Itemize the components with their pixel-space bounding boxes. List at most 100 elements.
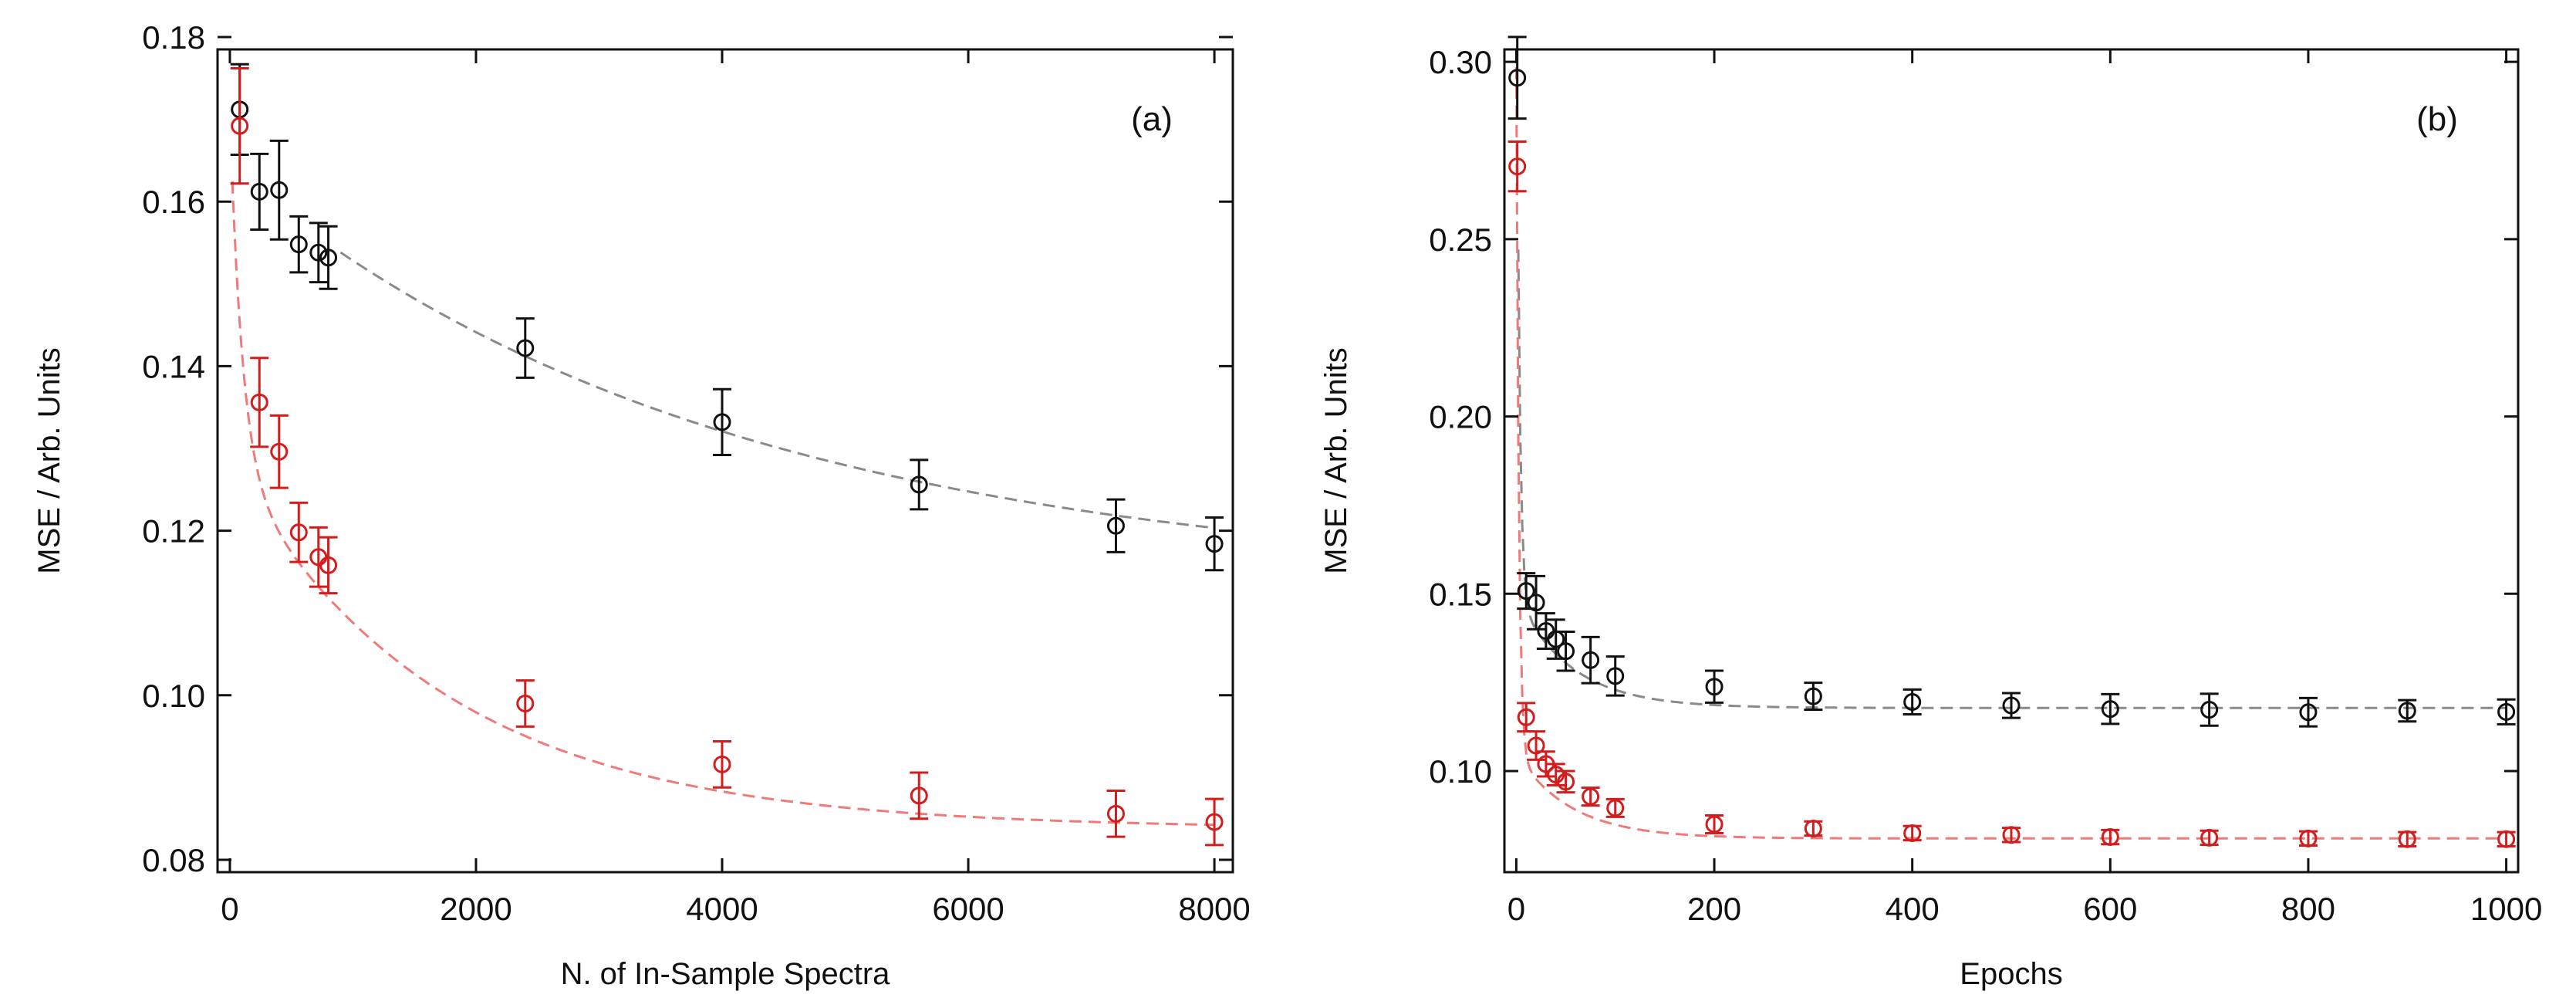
panel-b-y-tick-label: 0.15 [1429,576,1492,612]
data-marker [2398,830,2416,848]
data-marker [1517,708,1535,726]
data-marker [516,694,535,712]
data-marker [1582,787,1600,806]
panel-a-point-red [1205,797,1224,847]
panel-a-x-tick-label: 8000 [1178,891,1250,927]
panel-b-point-black [2200,692,2219,727]
data-marker [270,442,289,461]
panel-b-point-red [1581,786,1600,807]
data-marker [1557,773,1575,791]
panel-a-point-black [515,317,535,379]
data-marker [2101,828,2119,847]
panel-b-point-red [1804,819,1823,837]
panel-a-fit-lines [231,181,1215,827]
panel-b-point-black [2101,692,2120,726]
panel-b-point-red [1902,824,1922,842]
data-marker [250,393,268,411]
panel-a-ticks: 0 2000 4000 6000 8000 0.08 0.10 0.12 0.14 0.16 0.1… [142,19,1251,927]
panel-a-y-tick-label: 0.14 [142,348,205,384]
panel-b-point-red [1527,730,1546,761]
panel-a-data-points [230,63,1224,847]
panel-b-x-tick-label: 1000 [2470,891,2542,927]
panel-a-point-red [1106,789,1126,838]
panel-a-point-red [713,740,732,789]
data-marker [270,181,289,199]
panel-a-y-tick-label: 0.18 [142,19,205,56]
data-marker [2299,829,2318,847]
panel-b-point-black [1581,635,1600,685]
panel-a-frame [216,48,1234,874]
panel-a-point-black [250,152,269,231]
panel-a-x-axis-title: N. of In-Sample Spectra [561,957,891,991]
panel-b-label: (b) [2416,100,2458,138]
data-marker [1804,819,1822,837]
data-marker [289,523,308,542]
data-marker [1804,687,1822,705]
panel-a-y-tick-label: 0.12 [142,513,205,550]
panel-b-frame [1503,48,2520,874]
panel-b-y-tick-label: 0.20 [1429,399,1492,435]
panel-b-y-tick-label: 0.30 [1429,44,1492,80]
data-marker [1106,516,1125,535]
panel-b-point-red [2002,826,2021,844]
panel-b-x-tick-label: 0 [1507,891,1525,927]
panel-a-point-black [269,139,289,241]
data-marker [1557,642,1575,661]
data-marker [1705,815,1724,834]
panel-b-point-red [1705,814,1724,834]
panel-b-point-black [1605,655,1625,697]
panel-b-point-red [1517,702,1536,733]
panel-a-point-red [910,771,929,820]
panel-b-point-black [1804,682,1823,712]
panel-a-x-tick-label: 4000 [686,891,758,927]
data-marker [319,249,338,267]
data-marker [1205,535,1224,553]
panel-b-point-black [1902,688,1922,716]
panel-b-point-red [2298,829,2318,847]
panel-b-y-tick-label: 0.25 [1429,222,1492,258]
panel-a-x-tick-label: 0 [221,891,238,927]
panel-b-point-black [2398,698,2417,723]
data-marker [1527,736,1545,755]
data-marker [289,235,308,254]
panel-a-y-tick-label: 0.16 [142,184,205,220]
panel-b-point-black [2002,692,2021,719]
panel-a-point-red [250,357,269,448]
panel-a-point-black [713,387,732,457]
data-marker [1903,692,1922,711]
data-marker [1517,582,1535,600]
data-marker [1903,824,1922,842]
data-marker [2101,700,2119,719]
data-marker [1705,678,1724,696]
data-marker [713,755,731,773]
data-marker [2200,701,2219,719]
panel-a-point-red [230,67,249,185]
panel-b-x-tick-label: 600 [2083,891,2137,927]
data-marker [231,117,249,135]
panel-b-x-tick-label: 200 [1687,891,1741,927]
panel-b-fit-line-black [1517,249,2507,709]
panel-b-point-red [2101,828,2120,847]
panel-b-point-red [1605,797,1625,818]
panel-a-x-tick-label: 2000 [440,891,511,927]
panel-b-point-black [1705,669,1724,704]
data-marker [2002,826,2021,844]
panel-b-y-tick-label: 0.10 [1429,753,1492,790]
panel-b-point-red [2200,828,2219,847]
panel-a-x-tick-label: 6000 [932,891,1004,927]
data-marker [1508,157,1527,176]
panel-a-fit-line-black [339,251,1215,529]
data-marker [910,475,928,494]
panel-b-point-red [2398,830,2417,848]
panel-a-point-black [309,222,328,284]
data-marker [910,786,928,805]
panel-a-y-tick-label: 0.10 [142,678,205,714]
data-marker [2497,830,2516,848]
panel-b-ticks: 0 200 400 600 800 1000 0.10 0.15 0.20 0.25 0.30 [1429,44,2542,927]
panel-a-point-black [910,458,929,511]
panel-b-x-tick-label: 800 [2281,891,2335,927]
data-marker [1606,799,1625,817]
